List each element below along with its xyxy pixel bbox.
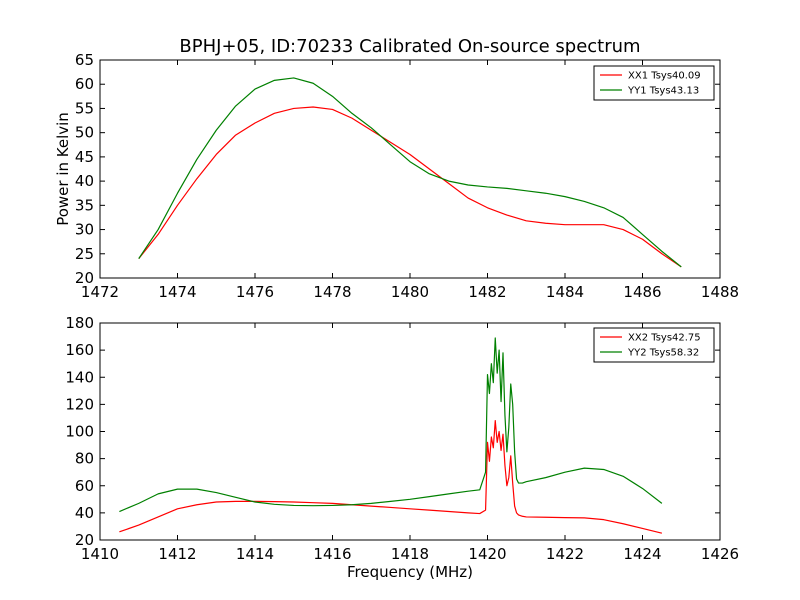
top-xtick-label: 1486 xyxy=(623,283,661,301)
top-xtick-label: 1472 xyxy=(81,283,119,301)
top-legend-label-1: XX1 Tsys40.09 xyxy=(628,71,701,82)
bottom-plot: 1410 1412 1414 1416 1418 1420 1422 1424 1426 20 40… xyxy=(65,314,739,563)
top-ytick-label: 65 xyxy=(75,51,94,69)
bottom-legend-label-2: YY2 Tsys58.32 xyxy=(627,348,699,359)
bottom-plot-ticks: 1410 1412 1414 1416 1418 1420 1422 1424 1426 20 40… xyxy=(65,314,739,563)
top-ytick-label: 55 xyxy=(75,99,94,117)
bottom-legend-box xyxy=(593,327,715,363)
top-xtick-label: 1480 xyxy=(391,283,429,301)
top-plot-ticks: 1472 1474 1476 1478 1480 1482 1484 1486 1488 20 25… xyxy=(75,51,739,301)
bottom-series-line-1 xyxy=(119,420,663,534)
top-xtick-label: 1476 xyxy=(236,283,274,301)
bottom-xtick-label: 1418 xyxy=(391,545,429,563)
bottom-ytick-label: 120 xyxy=(65,395,94,413)
bottom-ytick-label: 40 xyxy=(75,504,94,522)
bottom-chart-xlabel: Frequency (MHz) xyxy=(347,563,473,581)
bottom-ytick-label: 160 xyxy=(65,341,94,359)
top-series-line-1 xyxy=(138,106,682,268)
bottom-plot-frame xyxy=(99,322,721,541)
bottom-plot-legend: XX2 Tsys42.75 YY2 Tsys58.32 xyxy=(593,327,715,363)
bottom-legend-label-1: XX2 Tsys42.75 xyxy=(628,333,701,344)
bottom-ytick-label: 20 xyxy=(75,531,94,549)
bottom-xtick-label: 1410 xyxy=(81,545,119,563)
top-series-line-2 xyxy=(138,77,682,268)
top-xtick-label: 1478 xyxy=(313,283,351,301)
bottom-xtick-label: 1426 xyxy=(701,545,739,563)
bottom-ytick-label: 140 xyxy=(65,368,94,386)
bottom-xtick-label: 1424 xyxy=(623,545,661,563)
top-ytick-label: 45 xyxy=(75,148,94,166)
top-xtick-label: 1474 xyxy=(158,283,196,301)
bottom-ytick-label: 180 xyxy=(65,314,94,332)
bottom-plot-series xyxy=(119,337,663,534)
bottom-series-line-2 xyxy=(119,337,663,513)
bottom-xtick-label: 1416 xyxy=(313,545,351,563)
top-xtick-label: 1488 xyxy=(701,283,739,301)
top-plot-series xyxy=(138,77,682,268)
top-chart-title: BPHJ+05, ID:70233 Calibrated On-source s… xyxy=(179,36,640,57)
bottom-xtick-label: 1420 xyxy=(468,545,506,563)
top-plot-frame xyxy=(99,59,721,279)
top-xtick-label: 1484 xyxy=(546,283,584,301)
bottom-ytick-label: 80 xyxy=(75,450,94,468)
bottom-ytick-label: 100 xyxy=(65,423,94,441)
top-ytick-label: 40 xyxy=(75,172,94,190)
top-ytick-label: 25 xyxy=(75,245,94,263)
top-chart-ylabel: Power in Kelvin xyxy=(54,112,72,226)
top-xtick-label: 1482 xyxy=(468,283,506,301)
top-ytick-label: 35 xyxy=(75,196,94,214)
top-plot: 1472 1474 1476 1478 1480 1482 1484 1486 1488 20 25… xyxy=(75,51,739,301)
top-ytick-label: 30 xyxy=(75,221,94,239)
top-ytick-label: 50 xyxy=(75,124,94,142)
bottom-xtick-label: 1422 xyxy=(546,545,584,563)
top-ytick-label: 20 xyxy=(75,269,94,287)
bottom-ytick-label: 60 xyxy=(75,477,94,495)
top-ytick-label: 60 xyxy=(75,75,94,93)
bottom-xtick-label: 1414 xyxy=(236,545,274,563)
top-plot-legend: XX1 Tsys40.09 YY1 Tsys43.13 xyxy=(593,65,715,101)
bottom-xtick-label: 1412 xyxy=(158,545,196,563)
top-legend-label-2: YY1 Tsys43.13 xyxy=(627,86,699,97)
top-legend-box xyxy=(593,65,715,101)
